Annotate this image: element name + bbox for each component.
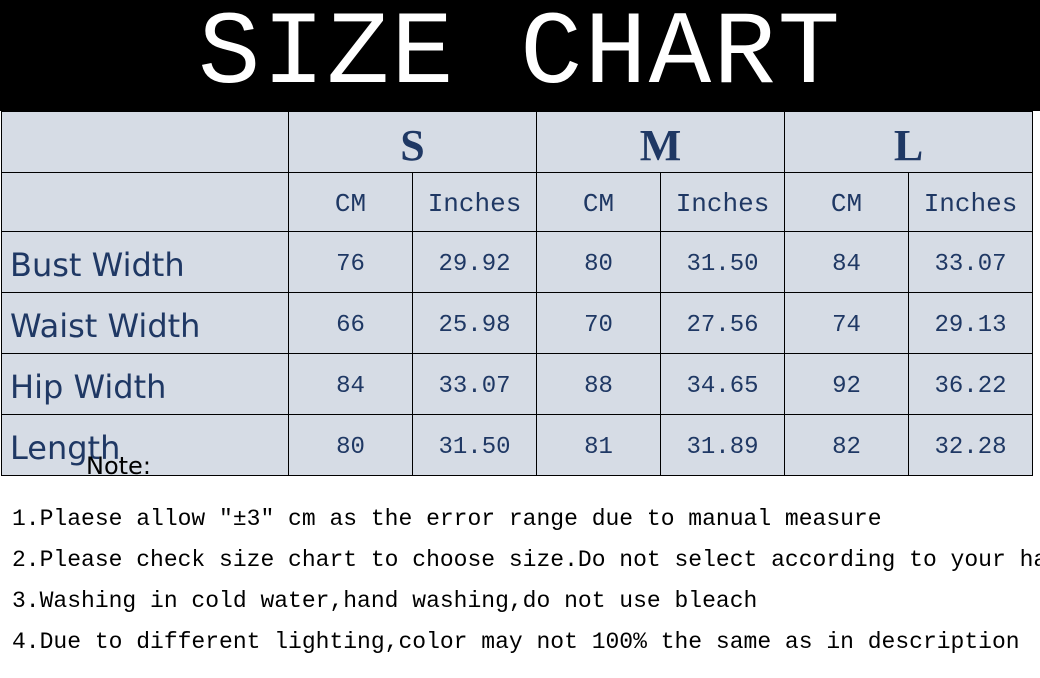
measurement-label: Hip Width bbox=[1, 353, 289, 415]
unit-inches: Inches bbox=[908, 172, 1033, 232]
measurement-value: 92 bbox=[784, 353, 909, 415]
table-row: Hip Width 84 33.07 88 34.65 92 36.22 bbox=[1, 353, 1033, 415]
measurement-value: 29.13 bbox=[908, 292, 1033, 354]
measurement-value: 66 bbox=[288, 292, 413, 354]
note-line: 2.Please check size chart to choose size… bbox=[12, 547, 1040, 573]
unit-inches: Inches bbox=[660, 172, 785, 232]
measurement-value: 31.50 bbox=[660, 231, 785, 293]
table-row: Bust Width 76 29.92 80 31.50 84 33.07 bbox=[1, 231, 1033, 293]
table-row: Waist Width 66 25.98 70 27.56 74 29.13 bbox=[1, 292, 1033, 354]
measurement-value: 32.28 bbox=[908, 414, 1033, 476]
measurement-value: 80 bbox=[288, 414, 413, 476]
measurement-value: 70 bbox=[536, 292, 661, 354]
measurement-value: 80 bbox=[536, 231, 661, 293]
measurement-value: 81 bbox=[536, 414, 661, 476]
measurement-value: 31.50 bbox=[412, 414, 537, 476]
measurement-value: 84 bbox=[288, 353, 413, 415]
unit-cm: CM bbox=[536, 172, 661, 232]
size-s: S bbox=[288, 111, 537, 173]
measurement-value: 84 bbox=[784, 231, 909, 293]
unit-header-row: CM Inches CM Inches CM Inches bbox=[1, 172, 1033, 232]
measurement-label: Length bbox=[1, 414, 289, 476]
note-title: Note: bbox=[86, 452, 151, 480]
measurement-value: 31.89 bbox=[660, 414, 785, 476]
empty-cell bbox=[1, 172, 289, 232]
measurement-value: 33.07 bbox=[908, 231, 1033, 293]
measurement-value: 27.56 bbox=[660, 292, 785, 354]
note-line: 4.Due to different lighting,color may no… bbox=[12, 629, 1020, 655]
measurement-value: 29.92 bbox=[412, 231, 537, 293]
unit-inches: Inches bbox=[412, 172, 537, 232]
measurement-label: Waist Width bbox=[1, 292, 289, 354]
size-m: M bbox=[536, 111, 785, 173]
measurement-value: 88 bbox=[536, 353, 661, 415]
measurement-value: 76 bbox=[288, 231, 413, 293]
size-l: L bbox=[784, 111, 1033, 173]
measurement-value: 36.22 bbox=[908, 353, 1033, 415]
unit-cm: CM bbox=[784, 172, 909, 232]
measurement-value: 74 bbox=[784, 292, 909, 354]
measurement-value: 25.98 bbox=[412, 292, 537, 354]
measurement-value: 34.65 bbox=[660, 353, 785, 415]
size-table: S M L CM Inches CM Inches CM Inches Bust… bbox=[1, 111, 1033, 476]
measurement-label: Bust Width bbox=[1, 231, 289, 293]
size-header-row: S M L bbox=[1, 111, 1033, 173]
table-row: Length 80 31.50 81 31.89 82 32.28 bbox=[1, 414, 1033, 476]
unit-cm: CM bbox=[288, 172, 413, 232]
note-line: 1.Plaese allow ″±3″ cm as the error rang… bbox=[12, 506, 882, 532]
measurement-value: 82 bbox=[784, 414, 909, 476]
empty-cell bbox=[1, 111, 289, 173]
size-chart-title: SIZE CHART bbox=[0, 0, 1040, 111]
measurement-value: 33.07 bbox=[412, 353, 537, 415]
note-line: 3.Washing in cold water,hand washing,do … bbox=[12, 588, 758, 614]
